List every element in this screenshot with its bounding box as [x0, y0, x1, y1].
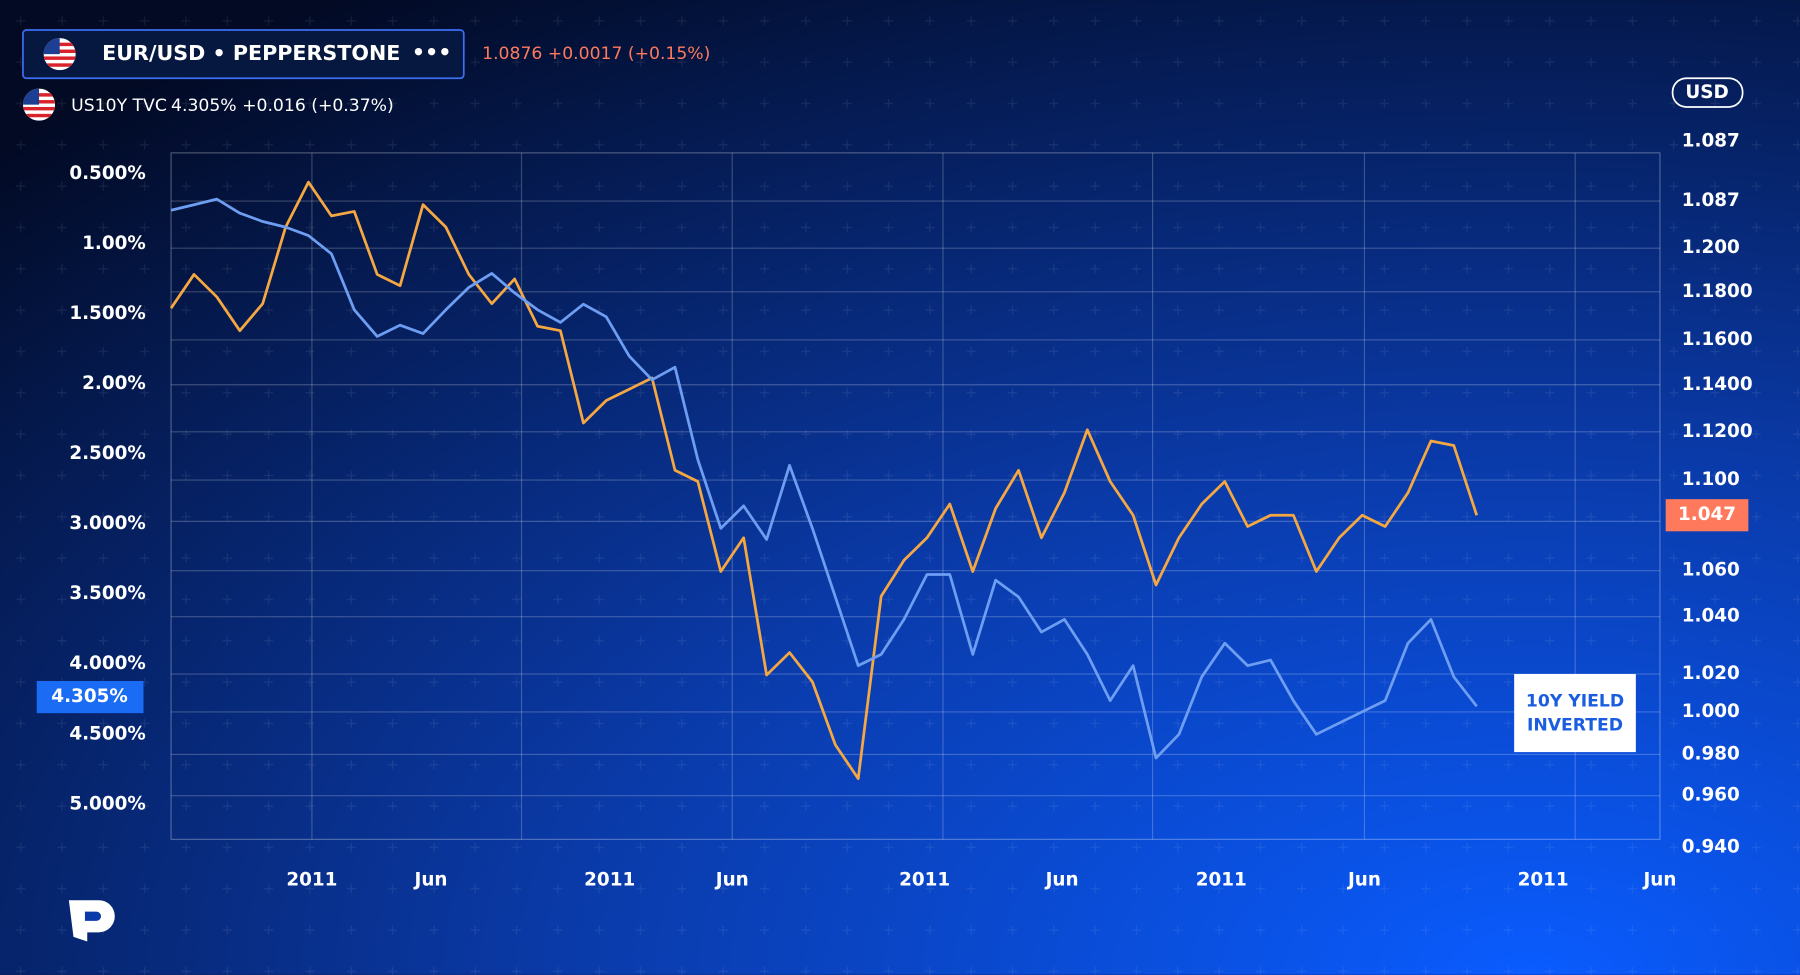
- price-badge: [36, 681, 144, 714]
- y2-tick-label: 1.1200: [1682, 421, 1753, 442]
- logo: [68, 900, 115, 942]
- y-tick-label: 3.000%: [69, 513, 145, 534]
- y2-tick-label: 1.1600: [1682, 329, 1753, 350]
- series-name: US10Y TVC: [71, 96, 167, 116]
- y2-tick-label: 1.1400: [1682, 374, 1753, 395]
- series-quote: 1.0876 +0.0017 (+0.15%): [482, 44, 710, 64]
- x-tick-label: Jun: [1044, 870, 1079, 891]
- series-name: EUR/USD • PEPPERSTONE: [102, 41, 400, 65]
- y2-tick-label: 1.087: [1682, 130, 1740, 151]
- y2-tick-label: 1.060: [1682, 560, 1740, 581]
- x-tick-label: 2011: [286, 870, 337, 891]
- y2-tick-label: 1.200: [1682, 237, 1740, 258]
- x-tick-label: 2011: [1518, 870, 1569, 891]
- y-tick-label: 1.500%: [69, 303, 145, 324]
- y2-tick-label: 1.000: [1682, 701, 1740, 722]
- y-tick-label: 4.000%: [69, 653, 145, 674]
- y-tick-label: 4.500%: [69, 723, 145, 744]
- currency-label: USD: [1685, 82, 1728, 103]
- y-tick-label: 3.500%: [69, 583, 145, 604]
- flag: [43, 38, 76, 71]
- y-tick-label: 2.00%: [82, 373, 146, 394]
- y2-tick-label: 1.040: [1682, 606, 1740, 627]
- y2-tick-label: 1.087: [1682, 190, 1740, 211]
- y-tick-label: 5.000%: [69, 793, 145, 814]
- y2-tick-label: 0.940: [1682, 836, 1740, 857]
- x-tick-label: 2011: [584, 870, 635, 891]
- x-tick-label: 2011: [1196, 870, 1247, 891]
- y-tick-label: 1.00%: [82, 233, 146, 254]
- price-badge-label: 1.047: [1678, 504, 1736, 525]
- annotation: INVERTED: [1527, 716, 1623, 736]
- price-badge: [1665, 499, 1749, 532]
- y2-tick-label: 0.960: [1682, 785, 1740, 806]
- x-tick-label: 2011: [899, 870, 950, 891]
- currency-badge[interactable]: [1671, 77, 1744, 108]
- y2-tick-label: 1.020: [1682, 663, 1740, 684]
- flag: [22, 88, 56, 121]
- y2-tick-label: 0.980: [1682, 743, 1740, 764]
- x-tick-label: Jun: [413, 870, 448, 891]
- y2-tick-label: 1.1800: [1682, 281, 1753, 302]
- x-tick-label: Jun: [714, 870, 749, 891]
- y-tick-label: 0.500%: [69, 163, 145, 184]
- annotation: 10Y YIELD: [1526, 692, 1624, 712]
- symbol-box[interactable]: [22, 29, 465, 80]
- y-tick-label: 2.500%: [69, 443, 145, 464]
- series-line: [170, 197, 1478, 760]
- annotation-box: [1514, 674, 1636, 753]
- y2-tick-label: 1.100: [1682, 469, 1740, 490]
- price-badge-label: 4.305%: [51, 686, 127, 707]
- series-quote: 4.305% +0.016 (+0.37%): [171, 96, 394, 116]
- series-line: [169, 180, 1479, 781]
- menu[interactable]: •••: [412, 40, 452, 64]
- x-tick-label: Jun: [1346, 870, 1381, 891]
- x-tick-label: Jun: [1641, 870, 1676, 891]
- plot-frame: [170, 152, 1661, 840]
